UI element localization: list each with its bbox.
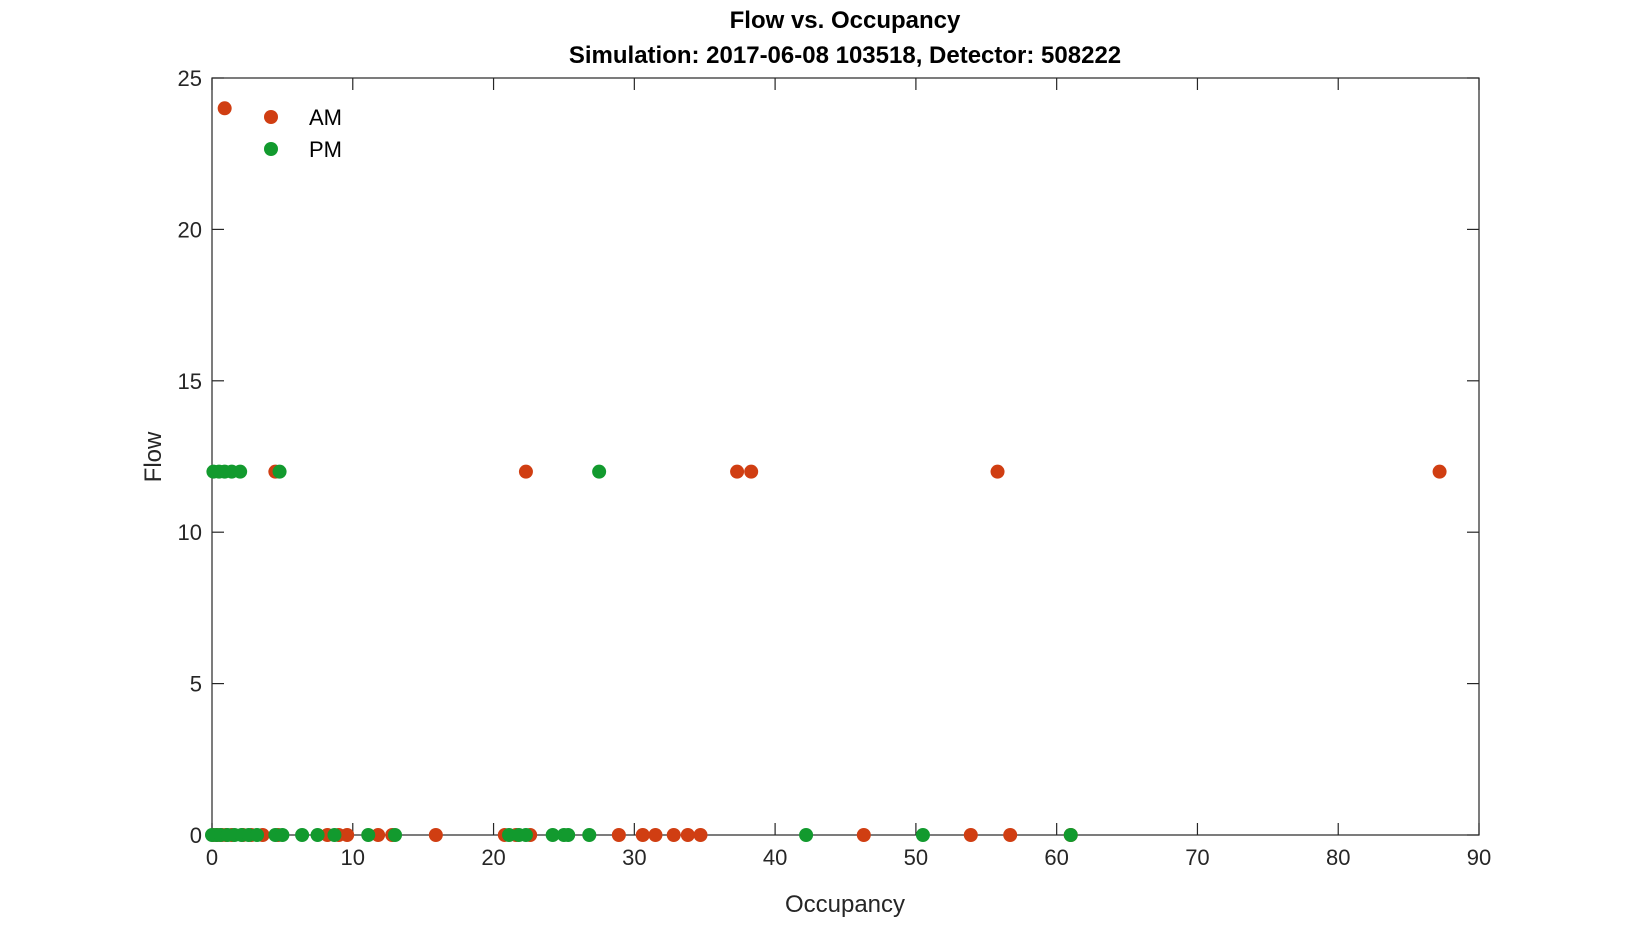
- y-tick-label: 25: [178, 66, 202, 91]
- x-tick-label: 30: [622, 845, 646, 870]
- data-point: [635, 828, 650, 842]
- data-point: [680, 828, 695, 842]
- data-point: [361, 828, 376, 842]
- data-point: [990, 464, 1005, 479]
- y-tick-label: 0: [190, 823, 202, 848]
- data-point: [295, 828, 310, 842]
- data-point: [592, 464, 607, 479]
- data-point: [272, 464, 287, 479]
- data-point: [1432, 464, 1447, 479]
- axis-ticks: 0 10 20 30 40 50 60 70 80 90 0 5 10 15 20 25: [178, 66, 1492, 870]
- data-point: [275, 828, 290, 842]
- data-point: [1003, 828, 1018, 842]
- x-tick-label: 70: [1185, 845, 1209, 870]
- legend-label: AM: [309, 105, 342, 130]
- data-point: [730, 464, 745, 479]
- data-point: [666, 828, 681, 842]
- y-axis-label: Flow: [140, 431, 167, 482]
- data-point: [371, 828, 386, 842]
- data-point: [233, 464, 248, 479]
- y-tick-label: 15: [178, 369, 202, 394]
- data-point: [428, 828, 443, 842]
- plot-area: [211, 77, 1480, 836]
- chart-title: Flow vs. Occupancy: [730, 7, 961, 34]
- data-point: [310, 828, 325, 842]
- legend-marker: [264, 110, 278, 124]
- data-point: [340, 828, 355, 842]
- data-point: [582, 828, 597, 842]
- data-point: [217, 101, 232, 116]
- y-tick-label: 20: [178, 217, 202, 242]
- x-tick-label: 20: [481, 845, 505, 870]
- data-points: [205, 101, 1447, 842]
- legend-label: PM: [309, 137, 342, 162]
- y-tick-label: 5: [190, 672, 202, 697]
- x-tick-label: 40: [763, 845, 787, 870]
- x-tick-label: 80: [1326, 845, 1350, 870]
- data-point: [611, 828, 626, 842]
- data-point: [1063, 828, 1078, 842]
- data-point: [799, 828, 814, 842]
- chart-subtitle: Simulation: 2017-06-08 103518, Detector:…: [569, 42, 1121, 69]
- data-point: [856, 828, 871, 842]
- series-pm: [205, 464, 1078, 842]
- data-point: [561, 828, 576, 842]
- x-axis-label: Occupancy: [785, 891, 905, 918]
- data-point: [744, 464, 759, 479]
- data-point: [963, 828, 978, 842]
- data-point: [545, 828, 560, 842]
- x-tick-label: 50: [904, 845, 928, 870]
- data-point: [518, 464, 533, 479]
- legend-marker: [264, 142, 278, 156]
- x-tick-label: 60: [1044, 845, 1068, 870]
- x-tick-label: 0: [206, 845, 218, 870]
- data-point: [915, 828, 930, 842]
- data-point: [502, 828, 517, 842]
- data-point: [388, 828, 403, 842]
- x-tick-label: 90: [1467, 845, 1491, 870]
- y-tick-label: 10: [178, 520, 202, 545]
- data-point: [327, 828, 342, 842]
- data-point: [693, 828, 708, 842]
- data-point: [648, 828, 663, 842]
- x-tick-label: 10: [341, 845, 365, 870]
- legend: AM PM: [264, 105, 342, 162]
- data-point: [518, 828, 533, 842]
- data-point: [250, 828, 265, 842]
